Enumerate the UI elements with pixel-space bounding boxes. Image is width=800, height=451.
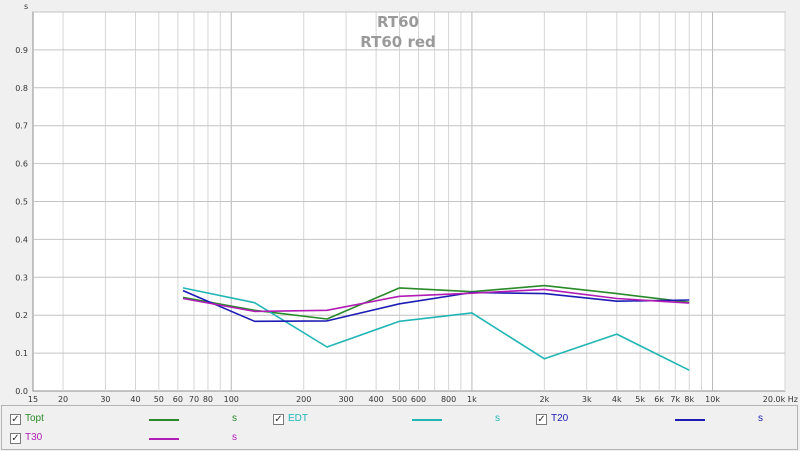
y-tick-label: 0.2 <box>15 311 28 320</box>
checkbox-t20[interactable]: ✓ <box>536 414 547 425</box>
legend-unit-t30: s <box>232 432 237 443</box>
grid <box>33 11 786 391</box>
x-tick-label: 40 <box>130 395 140 404</box>
legend-unit-t20: s <box>758 413 763 424</box>
x-tick-label: 15 <box>28 395 38 404</box>
y-tick-label: 0.6 <box>15 160 28 169</box>
checkbox-topt[interactable]: ✓ <box>10 414 21 425</box>
x-tick-label: 80 <box>203 395 213 404</box>
x-tick-label: 10k <box>705 395 720 404</box>
x-tick-label: 2k <box>539 395 549 404</box>
legend-label-t20: T20 <box>551 413 569 424</box>
legend-swatch-t20 <box>675 419 705 421</box>
y-tick-label: 0.7 <box>15 122 28 131</box>
legend-swatch-edt <box>412 419 442 421</box>
x-tick-label: 1k <box>467 395 477 404</box>
legend-unit-edt: s <box>495 413 500 424</box>
x-tick-label: 3k <box>582 395 592 404</box>
series-line-t20 <box>182 289 690 323</box>
series-line-t30 <box>182 288 690 313</box>
y-tick-label: 0.9 <box>15 46 28 55</box>
x-tick-label: 50 <box>154 395 164 404</box>
chart-title: RT60 <box>377 13 419 31</box>
y-tick-label: 0.8 <box>15 84 28 93</box>
chart-subtitle: RT60 red <box>360 33 436 51</box>
y-tick-label: 0.4 <box>15 235 28 244</box>
legend-swatch-topt <box>149 419 179 421</box>
legend-item-edt[interactable]: ✓ EDT s <box>273 413 523 429</box>
rt60-chart: 15 20 30 40 50 60 70 80 100 200 300 400 500 600 800 1k 2… <box>15 2 798 404</box>
legend-item-topt[interactable]: ✓ Topt s <box>10 413 260 429</box>
x-tick-label: 20 <box>58 395 68 404</box>
legend-item-t30[interactable]: ✓ T30 s <box>10 432 260 448</box>
series-line-edt <box>182 287 690 371</box>
x-tick-label: 200 <box>296 395 311 404</box>
y-tick-label: 0.1 <box>15 349 28 358</box>
x-tick-label: 8k <box>684 395 694 404</box>
legend-label-topt: Topt <box>25 413 44 424</box>
x-tick-label: 100 <box>224 395 239 404</box>
legend-unit-topt: s <box>232 413 237 424</box>
x-tick-label: 60 <box>173 395 183 404</box>
series-layer <box>182 284 690 371</box>
x-tick-label: 500 <box>392 395 407 404</box>
x-tick-label: 5k <box>635 395 645 404</box>
y-tick-label: 0.5 <box>15 198 28 207</box>
x-tick-label: 7k <box>670 395 680 404</box>
axes-layer: 15 20 30 40 50 60 70 80 100 200 300 400 500 600 800 1k 2… <box>15 46 798 404</box>
x-tick-label: 70 <box>189 395 199 404</box>
y-tick-label: 0.0 <box>15 387 28 396</box>
legend-label-t30: T30 <box>25 432 43 443</box>
x-tick-label: 400 <box>369 395 384 404</box>
x-tick-label: 20.0k Hz <box>763 395 798 404</box>
y-axis-unit: s <box>24 2 28 11</box>
x-tick-label: 300 <box>338 395 353 404</box>
x-tick-label: 800 <box>441 395 456 404</box>
y-tick-label: 0.3 <box>15 273 28 282</box>
x-tick-label: 6k <box>654 395 664 404</box>
legend-swatch-t30 <box>149 438 179 440</box>
x-tick-label: 30 <box>100 395 110 404</box>
legend-item-t20[interactable]: ✓ T20 s <box>536 413 786 429</box>
checkbox-edt[interactable]: ✓ <box>273 414 284 425</box>
legend-panel: ✓ Topt s ✓ EDT s ✓ T20 s ✓ T30 s <box>1 405 798 450</box>
x-tick-label: 600 <box>411 395 426 404</box>
checkbox-t30[interactable]: ✓ <box>10 433 21 444</box>
legend-label-edt: EDT <box>288 413 308 424</box>
x-tick-label: 4k <box>612 395 622 404</box>
